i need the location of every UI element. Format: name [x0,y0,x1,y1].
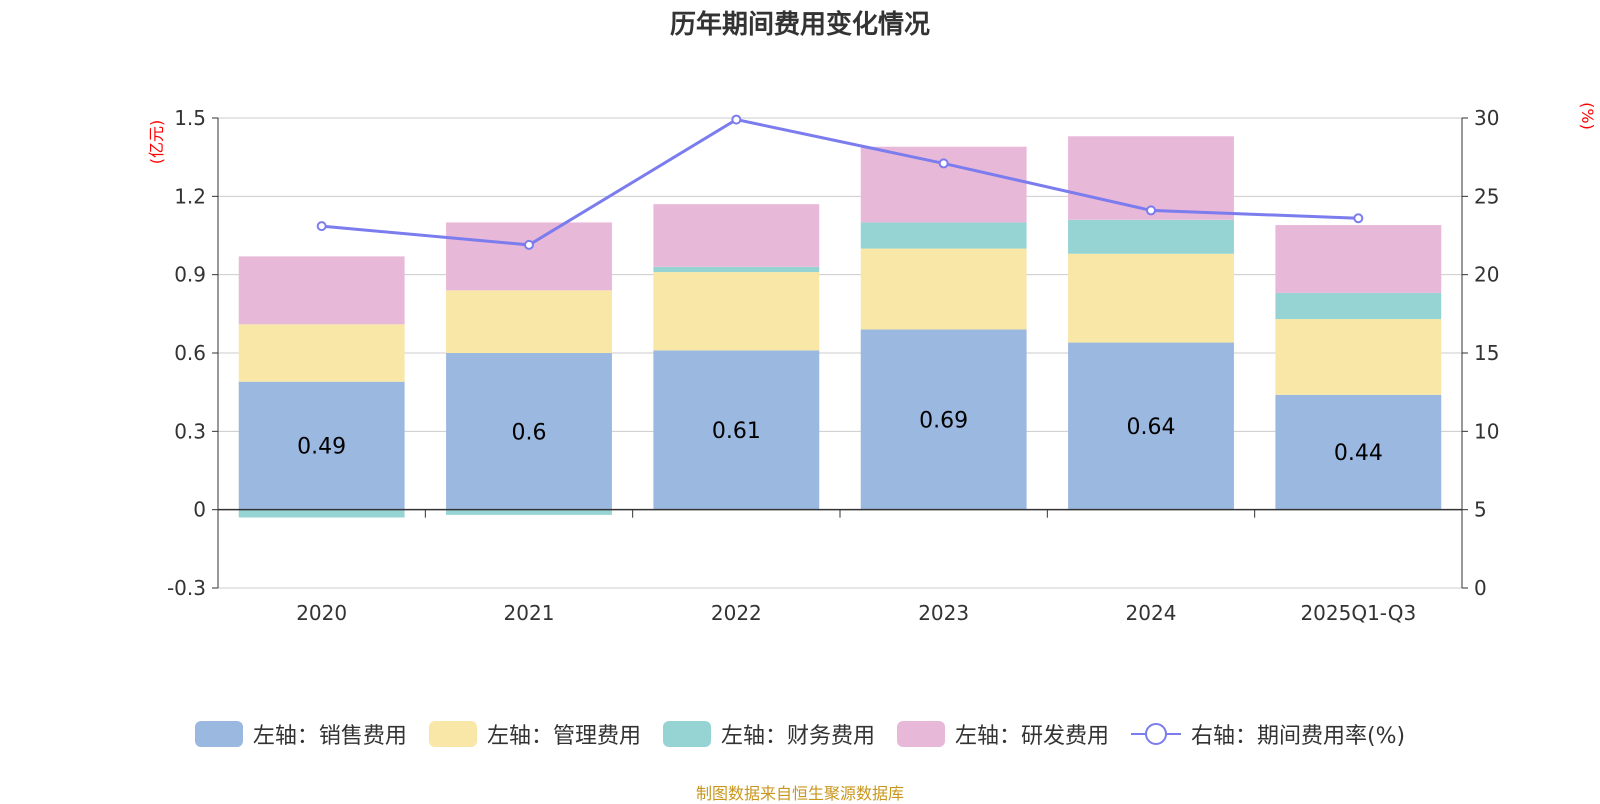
right-axis-tick-label: 30 [1474,106,1499,130]
legend-label-rate: 右轴：期间费用率(%) [1190,724,1406,749]
bar-segment [446,222,612,291]
rate-point [524,239,534,250]
data-label: 0.69 [919,409,968,434]
x-axis-tick-label: 2021 [504,601,555,625]
data-labels-layer: 0.49 0.6 0.61 0.69 0.64 0.44 [297,409,1383,467]
bar-segment [446,509,612,515]
legend-label-management: 左轴：管理费用 [486,724,641,749]
right-axis-tick-label: 10 [1474,419,1499,443]
legend: 左轴：销售费用 左轴：管理费用 左轴：财务费用 左轴：研发费用 右轴：期间费用率… [0,718,1600,750]
left-axis-tick-label: 1.5 [174,106,206,130]
rate-point [938,158,949,169]
bar-segment [860,329,1027,510]
rate-point [731,114,742,125]
source-note: 制图数据来自恒生聚源数据库 [695,784,904,803]
data-label: 0.6 [512,420,547,445]
x-axis-tick-label: 2022 [711,601,762,625]
bar-segment [860,222,1027,249]
bar-segment [238,324,405,382]
legend-line-circle-icon [1130,723,1181,745]
bar-segment [860,146,1027,223]
bar-segment [238,381,405,510]
bar-segment [1275,225,1442,293]
bars-layer [238,136,1442,518]
right-axis-tick-label: 20 [1474,263,1499,287]
grid-lines [218,117,1462,589]
right-axis-tick-label: 15 [1474,341,1499,365]
bar-segment [238,509,405,518]
data-label: 0.49 [297,435,346,460]
legend-item-sales[interactable]: 左轴：销售费用 [194,718,407,750]
bar-segment [1068,253,1234,343]
bar-segment [653,272,820,351]
bar-segment [1068,219,1234,254]
chart-title: 历年期间费用变化情况 [669,10,930,40]
legend-label-rnd: 左轴：研发费用 [954,724,1109,749]
bar-segment [653,266,820,273]
left-axis-tick-label: 0.6 [174,341,206,365]
rate-point [316,221,327,232]
left-axis-tick-label: -0.3 [167,576,206,600]
bar-segment [1275,394,1442,510]
left-axis-tick-label: 1.2 [174,184,206,208]
bar-segment [1068,342,1234,510]
axes-layer: -0.3 0 0.3 0.6 0.9 1.2 1.5 0 5 10 15 20 25 30 2020 2021… [167,106,1499,625]
legend-label-sales: 左轴：销售费用 [252,724,407,749]
left-axis-unit: (亿元) [147,120,166,165]
rate-point [1353,213,1364,224]
legend-item-management[interactable]: 左轴：管理费用 [428,718,641,750]
x-axis-tick-label: 2025Q1-Q3 [1300,601,1416,625]
left-axis-tick-label: 0 [193,498,206,522]
bar-segment [446,353,612,510]
legend-swatch-management [428,721,477,747]
right-axis-tick-label: 0 [1474,576,1487,600]
data-label: 0.64 [1127,415,1176,440]
legend-swatch-rnd [896,721,945,747]
bar-segment [1275,319,1442,395]
right-axis-tick-label: 5 [1474,498,1487,522]
bar-segment [860,248,1027,330]
rate-line-layer [316,114,1364,250]
legend-swatch-finance [662,721,711,747]
bar-segment [653,350,820,510]
right-axis-unit: (%) [1578,102,1597,130]
legend-swatch-sales [194,721,243,747]
legend-label-finance: 左轴：财务费用 [720,724,875,749]
right-axis-tick-label: 25 [1474,184,1499,208]
bar-segment [1275,292,1442,320]
bar-segment [238,256,405,325]
left-axis-tick-label: 0.9 [174,263,206,287]
x-axis-tick-label: 2023 [918,601,969,625]
rate-point [1146,205,1156,216]
left-axis-tick-label: 0.3 [174,419,206,443]
chart-plot-area: -0.3 0 0.3 0.6 0.9 1.2 1.5 0 5 10 15 20 25 30 2020 2021… [147,102,1597,625]
data-label: 0.44 [1334,441,1383,466]
data-label: 0.61 [712,419,761,444]
legend-item-finance[interactable]: 左轴：财务费用 [662,718,875,750]
bar-segment [446,290,612,353]
rate-line [321,117,1359,247]
x-axis-tick-label: 2024 [1126,601,1177,625]
legend-item-rate[interactable]: 右轴：期间费用率(%) [1130,718,1406,750]
x-axis-tick-label: 2020 [296,601,347,625]
legend-item-rnd[interactable]: 左轴：研发费用 [896,718,1109,750]
bar-segment [653,204,820,267]
